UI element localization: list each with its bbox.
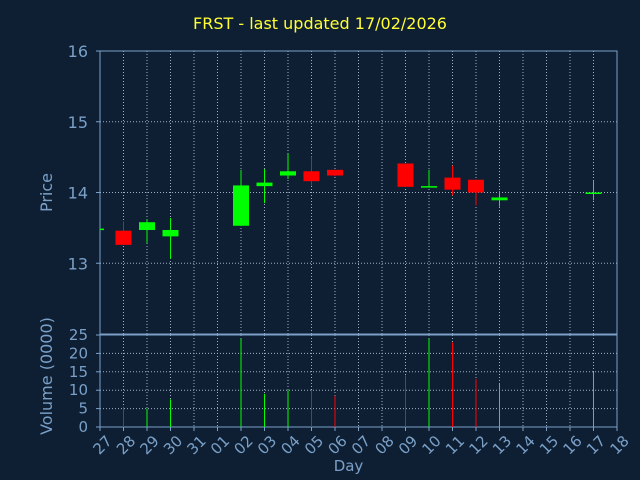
- x-tick-label: 05: [301, 432, 327, 458]
- volume-tick-label: 25: [69, 326, 88, 344]
- x-tick-label: 14: [513, 432, 539, 458]
- candle-body: [491, 197, 508, 201]
- x-tick-label: 16: [560, 432, 586, 458]
- x-tick-label: 18: [607, 432, 633, 458]
- x-tick-label: 01: [207, 432, 233, 458]
- volume-tick-label: 15: [69, 363, 88, 381]
- x-tick-label: 17: [583, 432, 609, 458]
- x-tick-label: 07: [348, 432, 374, 458]
- price-tick-label: 15: [68, 113, 88, 132]
- x-tick-label: 04: [278, 432, 304, 458]
- price-tick-label: 16: [68, 42, 88, 61]
- candle-body: [585, 192, 602, 194]
- candle-body: [444, 177, 461, 190]
- volume-tick-label: 0: [78, 418, 88, 436]
- x-tick-label: 27: [90, 432, 116, 458]
- x-tick-label: 15: [536, 432, 562, 458]
- candle-body: [468, 179, 484, 193]
- candle-body: [233, 185, 249, 226]
- x-tick-label: 30: [160, 432, 186, 458]
- x-tick-label: 31: [184, 432, 210, 458]
- price-tick-label: 13: [68, 254, 88, 273]
- x-axis-label: Day: [334, 457, 364, 475]
- volume-tick-label: 20: [69, 344, 88, 362]
- candle-body: [115, 230, 132, 245]
- candle-body: [303, 171, 320, 182]
- price-tick-label: 14: [68, 184, 88, 203]
- volume-tick-label: 10: [69, 381, 88, 399]
- x-tick-label: 12: [466, 432, 492, 458]
- x-tick-label: 13: [489, 432, 515, 458]
- x-tick-label: 02: [231, 432, 257, 458]
- candle-body: [327, 169, 343, 176]
- candle-body: [280, 171, 296, 176]
- x-tick-label: 29: [137, 432, 163, 458]
- candle-body: [256, 182, 273, 187]
- x-tick-label: 08: [372, 432, 398, 458]
- x-tick-label: 09: [395, 432, 421, 458]
- x-tick-label: 03: [254, 432, 280, 458]
- candle-body: [139, 222, 155, 230]
- x-tick-label: 10: [419, 432, 445, 458]
- volume-axis-label: Volume (0000): [37, 317, 56, 435]
- volume-tick-label: 5: [78, 400, 88, 418]
- price-axis-label: Price: [37, 173, 56, 212]
- x-tick-label: 06: [325, 432, 351, 458]
- candle-body: [162, 229, 179, 237]
- candle-body: [421, 186, 437, 188]
- chart-title: FRST - last updated 17/02/2026: [193, 14, 447, 33]
- x-tick-label: 11: [442, 432, 468, 458]
- candle-body: [100, 228, 104, 231]
- x-tick-label: 28: [113, 432, 139, 458]
- candle-body: [397, 163, 414, 187]
